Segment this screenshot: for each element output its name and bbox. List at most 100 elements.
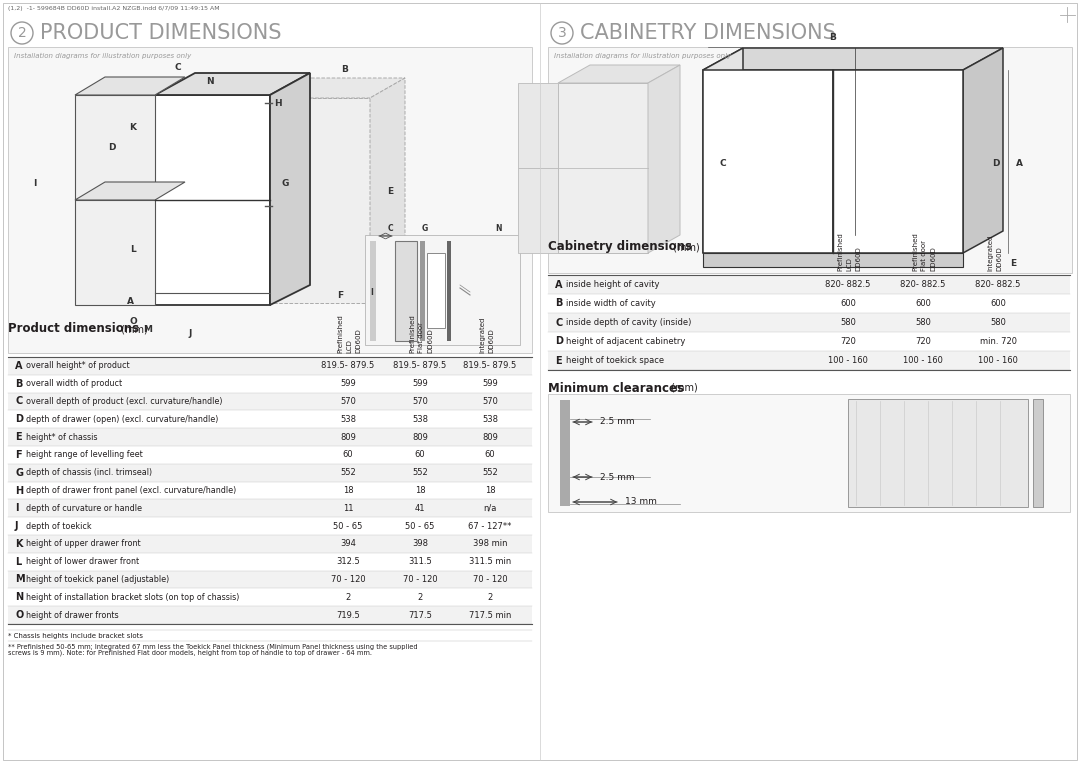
Polygon shape <box>703 48 1003 70</box>
Text: Prefinished: Prefinished <box>837 232 843 271</box>
Text: 819.5- 879.5: 819.5- 879.5 <box>393 362 447 370</box>
Polygon shape <box>270 78 405 98</box>
Text: height* of chassis: height* of chassis <box>26 433 97 442</box>
Bar <box>8 464 532 481</box>
Text: 552: 552 <box>482 468 498 477</box>
Text: 600: 600 <box>990 299 1005 308</box>
Bar <box>548 351 1070 370</box>
Text: DD60D: DD60D <box>930 246 936 271</box>
Text: 580: 580 <box>915 318 931 327</box>
Polygon shape <box>518 83 558 168</box>
Text: 60: 60 <box>415 450 426 459</box>
Text: K: K <box>130 124 136 133</box>
Bar <box>420 241 426 341</box>
Text: 41: 41 <box>415 504 426 513</box>
Text: 398 min: 398 min <box>473 539 508 549</box>
Text: 2: 2 <box>346 593 351 602</box>
Text: 552: 552 <box>340 468 356 477</box>
Text: H: H <box>274 98 282 108</box>
Text: * Chassis heights include bracket slots: * Chassis heights include bracket slots <box>8 633 143 639</box>
Text: O: O <box>130 317 137 326</box>
Text: D: D <box>15 414 23 424</box>
Text: 2.5 mm: 2.5 mm <box>600 472 635 481</box>
Polygon shape <box>833 70 963 253</box>
Text: 60: 60 <box>342 450 353 459</box>
Polygon shape <box>518 168 558 253</box>
Text: N: N <box>15 592 23 602</box>
Text: n/a: n/a <box>484 504 497 513</box>
Text: D: D <box>993 159 1000 168</box>
Text: 100 - 160: 100 - 160 <box>903 356 943 365</box>
Text: J: J <box>188 329 191 337</box>
Bar <box>8 357 532 375</box>
Text: 720: 720 <box>915 337 931 346</box>
Text: Product dimensions: Product dimensions <box>8 322 139 335</box>
Text: 18: 18 <box>415 486 426 495</box>
Text: Minimum clearances: Minimum clearances <box>548 382 684 395</box>
Bar <box>8 428 532 446</box>
Text: depth of curvature or handle: depth of curvature or handle <box>26 504 141 513</box>
Polygon shape <box>156 95 270 305</box>
Text: 311.5: 311.5 <box>408 557 432 566</box>
Text: 2: 2 <box>487 593 492 602</box>
Bar <box>8 410 532 428</box>
Text: 809: 809 <box>413 433 428 442</box>
Text: Prefinished: Prefinished <box>337 314 343 353</box>
Text: G: G <box>281 179 288 188</box>
Text: 580: 580 <box>840 318 856 327</box>
Text: Installation diagrams for illustration purposes only: Installation diagrams for illustration p… <box>554 53 731 59</box>
Text: I: I <box>370 288 374 297</box>
Text: 3: 3 <box>557 26 566 40</box>
Text: D: D <box>555 336 563 346</box>
Text: 570: 570 <box>482 397 498 406</box>
Bar <box>8 535 532 553</box>
Text: 717.5: 717.5 <box>408 610 432 620</box>
Bar <box>1032 399 1043 507</box>
Text: height range of levelling feet: height range of levelling feet <box>26 450 143 459</box>
Text: (mm): (mm) <box>669 382 698 392</box>
Text: min. 720: min. 720 <box>980 337 1016 346</box>
Text: inside height of cavity: inside height of cavity <box>566 280 660 289</box>
Text: B: B <box>15 378 23 388</box>
Text: height of upper drawer front: height of upper drawer front <box>26 539 140 549</box>
Text: Prefinished: Prefinished <box>409 314 415 353</box>
Text: ** Prefinished 50-65 mm; Integrated 67 mm less the Toekick Panel thickness (Mini: ** Prefinished 50-65 mm; Integrated 67 m… <box>8 643 418 649</box>
Text: 600: 600 <box>915 299 931 308</box>
Text: PRODUCT DIMENSIONS: PRODUCT DIMENSIONS <box>40 23 282 43</box>
Text: N: N <box>206 76 214 85</box>
Polygon shape <box>75 182 185 200</box>
Bar <box>561 400 570 506</box>
Text: I: I <box>33 179 37 188</box>
Polygon shape <box>75 95 156 200</box>
Text: Integrated: Integrated <box>987 235 993 271</box>
Text: Cabinetry dimensions: Cabinetry dimensions <box>548 240 692 253</box>
Text: depth of toekick: depth of toekick <box>26 522 92 530</box>
Text: DD60D: DD60D <box>488 328 494 353</box>
Bar <box>427 253 445 328</box>
Text: A: A <box>126 297 134 305</box>
Text: 70 - 120: 70 - 120 <box>403 575 437 584</box>
Bar <box>365 235 519 345</box>
Bar <box>8 588 532 606</box>
Text: 100 - 160: 100 - 160 <box>828 356 868 365</box>
Text: inside width of cavity: inside width of cavity <box>566 299 656 308</box>
Bar <box>8 47 532 353</box>
Text: 70 - 120: 70 - 120 <box>473 575 508 584</box>
Bar <box>447 241 451 341</box>
Text: 580: 580 <box>990 318 1005 327</box>
Text: 100 - 160: 100 - 160 <box>978 356 1018 365</box>
Text: E: E <box>387 186 393 195</box>
Text: 809: 809 <box>340 433 356 442</box>
Polygon shape <box>558 83 648 253</box>
Text: DD60D: DD60D <box>855 246 861 271</box>
Text: 820- 882.5: 820- 882.5 <box>975 280 1021 289</box>
Bar <box>548 294 1070 313</box>
Bar <box>395 241 417 341</box>
Bar <box>548 313 1070 332</box>
Text: 599: 599 <box>340 379 356 388</box>
Text: 394: 394 <box>340 539 356 549</box>
Polygon shape <box>963 48 1003 253</box>
Bar <box>548 275 1070 294</box>
Polygon shape <box>75 77 185 95</box>
Text: CABINETRY DIMENSIONS: CABINETRY DIMENSIONS <box>580 23 836 43</box>
